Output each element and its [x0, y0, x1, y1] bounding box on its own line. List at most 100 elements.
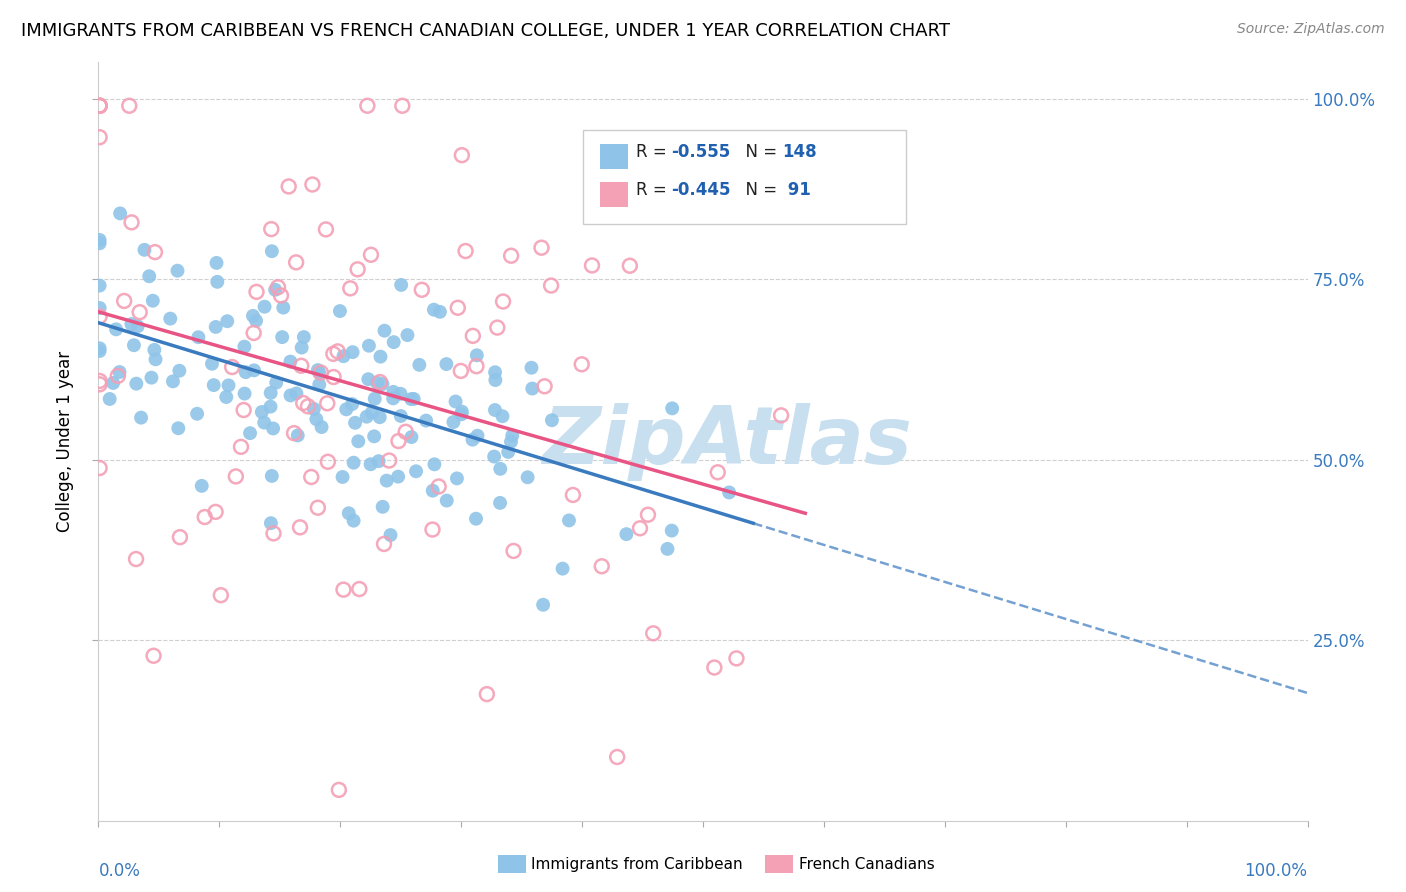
Point: [482, 450, 505, 464]
Point: [233, 340, 256, 354]
Point: [260, 244, 283, 259]
Point: [194, 510, 217, 524]
Point: [465, 348, 488, 362]
Point: [209, 588, 232, 602]
Point: [387, 434, 409, 448]
Point: [305, 412, 328, 426]
Point: [217, 314, 239, 328]
Point: [391, 99, 413, 113]
Point: [364, 392, 387, 406]
Point: [415, 413, 437, 427]
Point: [371, 377, 394, 392]
Point: [492, 294, 515, 309]
Point: [342, 456, 364, 470]
Point: [643, 626, 665, 640]
Point: [89, 278, 111, 293]
Point: [447, 301, 470, 315]
Point: [347, 434, 370, 449]
Point: [107, 368, 129, 383]
Point: [307, 500, 329, 515]
Text: 0.0%: 0.0%: [98, 863, 141, 880]
Point: [98, 392, 121, 406]
Text: Immigrants from Caribbean: Immigrants from Caribbean: [531, 857, 744, 871]
Point: [465, 512, 488, 526]
Text: R =: R =: [637, 181, 672, 199]
Point: [571, 357, 593, 371]
Point: [89, 99, 111, 113]
Point: [169, 530, 191, 544]
Point: [446, 471, 468, 485]
Point: [229, 440, 252, 454]
Point: [260, 222, 283, 236]
Point: [322, 370, 344, 384]
Text: Source: ZipAtlas.com: Source: ZipAtlas.com: [1237, 22, 1385, 37]
Point: [307, 363, 329, 377]
Point: [253, 416, 276, 430]
Point: [360, 406, 382, 420]
Point: [531, 598, 554, 612]
Point: [725, 651, 748, 665]
Text: -0.555: -0.555: [672, 144, 731, 161]
Text: 91: 91: [782, 181, 811, 199]
Point: [467, 428, 489, 442]
Text: ZipAtlas: ZipAtlas: [543, 402, 912, 481]
Point: [423, 302, 446, 317]
Point: [451, 404, 474, 418]
Point: [332, 349, 354, 363]
Point: [221, 359, 243, 374]
Point: [118, 99, 141, 113]
Point: [145, 352, 167, 367]
Point: [271, 301, 294, 315]
Point: [299, 470, 322, 484]
Point: [215, 390, 238, 404]
Point: [290, 359, 312, 373]
Point: [142, 293, 165, 308]
Point: [370, 350, 392, 364]
Point: [287, 428, 309, 442]
Point: [233, 386, 256, 401]
Point: [408, 358, 430, 372]
Point: [326, 344, 349, 359]
Point: [475, 687, 498, 701]
Point: [285, 255, 308, 269]
Point: [328, 783, 350, 797]
Text: French Canadians: French Canadians: [799, 857, 935, 871]
Point: [232, 403, 254, 417]
Point: [89, 461, 111, 475]
Text: 148: 148: [782, 144, 817, 161]
Point: [267, 280, 290, 294]
Point: [450, 364, 472, 378]
Point: [411, 283, 433, 297]
Point: [204, 320, 226, 334]
Point: [396, 328, 419, 343]
Point: [340, 397, 363, 411]
Point: [342, 345, 364, 359]
Point: [297, 400, 319, 414]
Point: [316, 455, 339, 469]
Point: [129, 410, 152, 425]
Text: -0.445: -0.445: [672, 181, 731, 199]
Point: [661, 524, 683, 538]
Point: [308, 366, 330, 380]
Point: [382, 335, 405, 350]
Point: [329, 304, 352, 318]
Point: [346, 262, 368, 277]
Point: [520, 360, 543, 375]
Point: [125, 552, 148, 566]
Point: [499, 434, 522, 449]
Point: [125, 376, 148, 391]
Point: [389, 277, 412, 292]
Point: [190, 479, 212, 493]
Point: [159, 311, 181, 326]
Point: [128, 305, 150, 319]
Point: [402, 392, 425, 406]
Point: [581, 259, 603, 273]
Point: [375, 474, 398, 488]
Point: [616, 527, 638, 541]
Point: [436, 493, 458, 508]
Point: [89, 374, 111, 388]
Point: [260, 516, 283, 531]
Point: [89, 99, 111, 113]
Point: [108, 365, 131, 379]
Point: [373, 537, 395, 551]
